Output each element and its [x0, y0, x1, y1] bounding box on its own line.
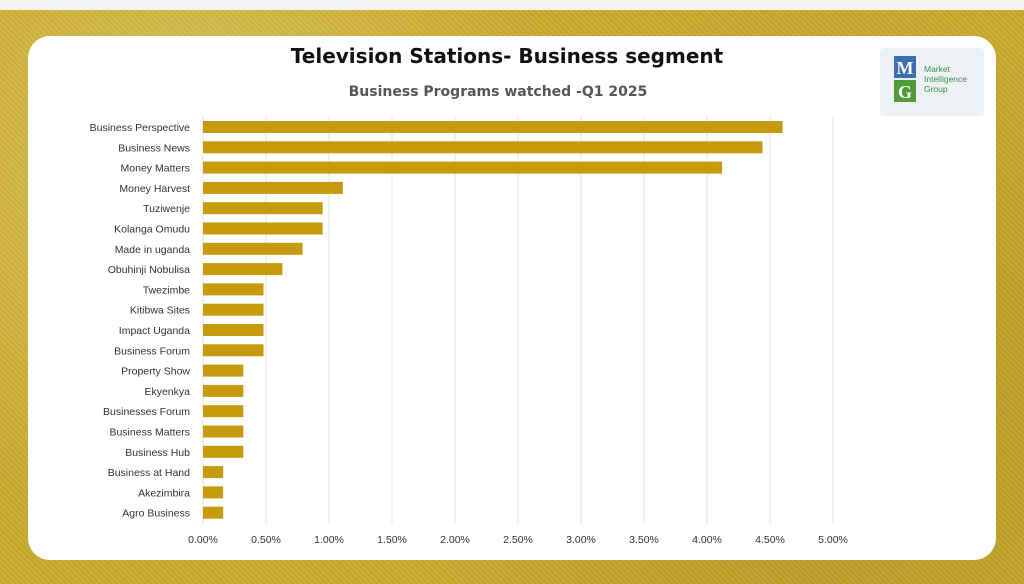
x-tick-label: 1.00% [314, 534, 344, 546]
category-label: Twezimbe [143, 284, 190, 296]
category-label: Business Matters [109, 427, 190, 439]
chart-subtitle: Business Programs watched -Q1 2025 [348, 84, 648, 100]
x-tick-label: 2.00% [440, 534, 470, 546]
category-label: Impact Uganda [119, 325, 190, 337]
svg-text:G: G [898, 82, 912, 102]
bar [203, 121, 783, 133]
category-label: Agro Business [122, 508, 190, 520]
page-title: Television Stations- Business segment [290, 44, 724, 68]
x-tick-label: 5.00% [818, 534, 848, 546]
svg-text:M: M [897, 58, 914, 78]
bar-chart: 0.00% 0.50% 1.00% 1.50% 2.00% 2.50% 3.00% 3.50%… [90, 116, 848, 546]
category-label: Business Perspective [90, 122, 191, 134]
category-label: Business Forum [114, 345, 190, 357]
logo-text-line3: Group [924, 84, 948, 94]
x-tick-label: 4.00% [692, 534, 722, 546]
x-tick-label: 4.50% [755, 534, 785, 546]
bar [203, 384, 244, 397]
company-logo: M G Market Intelligence Group [880, 48, 984, 116]
category-label: Ekyenkya [144, 386, 190, 398]
category-label: Kitibwa Sites [130, 305, 190, 317]
category-label: Tuziwenje [143, 203, 190, 215]
bar [203, 222, 323, 235]
category-label: Made in uganda [115, 244, 190, 256]
bar [203, 283, 264, 296]
category-label: Business Hub [125, 447, 190, 459]
bar [203, 506, 224, 519]
category-label: Obuhinji Nobulisa [108, 264, 190, 276]
category-label: Kolanga Omudu [114, 224, 190, 236]
bar [203, 324, 264, 336]
bar [203, 425, 244, 438]
mg-logo-mark: M G [894, 56, 916, 102]
x-tick-label: 1.50% [377, 534, 407, 546]
logo-text-line2: Intelligence [924, 74, 968, 84]
x-tick-label: 0.50% [251, 534, 281, 546]
category-label: Property Show [121, 366, 190, 378]
bar [203, 181, 343, 194]
category-label: Money Matters [121, 163, 190, 175]
bar [203, 344, 264, 357]
x-tick-label: 0.00% [188, 534, 218, 546]
bar [203, 364, 244, 377]
logo-text-line1: Market [924, 64, 950, 74]
bar [203, 263, 283, 276]
category-label: Businesses Forum [103, 406, 190, 418]
top-strip [0, 0, 1024, 10]
bar [203, 202, 323, 215]
bar [203, 486, 224, 499]
bar [203, 405, 244, 418]
x-tick-label: 3.50% [629, 534, 659, 546]
bar [203, 466, 224, 479]
category-label: Money Harvest [119, 183, 190, 195]
bar [203, 141, 763, 154]
category-label: Business at Hand [108, 467, 190, 479]
bar [203, 445, 244, 458]
x-tick-label: 2.50% [503, 534, 533, 546]
category-label: Akezimbira [138, 487, 190, 499]
bar [203, 303, 264, 316]
chart-card: Television Stations- Business segment Bu… [28, 36, 996, 560]
x-tick-label: 3.00% [566, 534, 596, 546]
bar [203, 161, 723, 174]
category-label: Business News [118, 142, 190, 154]
bar [203, 242, 303, 255]
